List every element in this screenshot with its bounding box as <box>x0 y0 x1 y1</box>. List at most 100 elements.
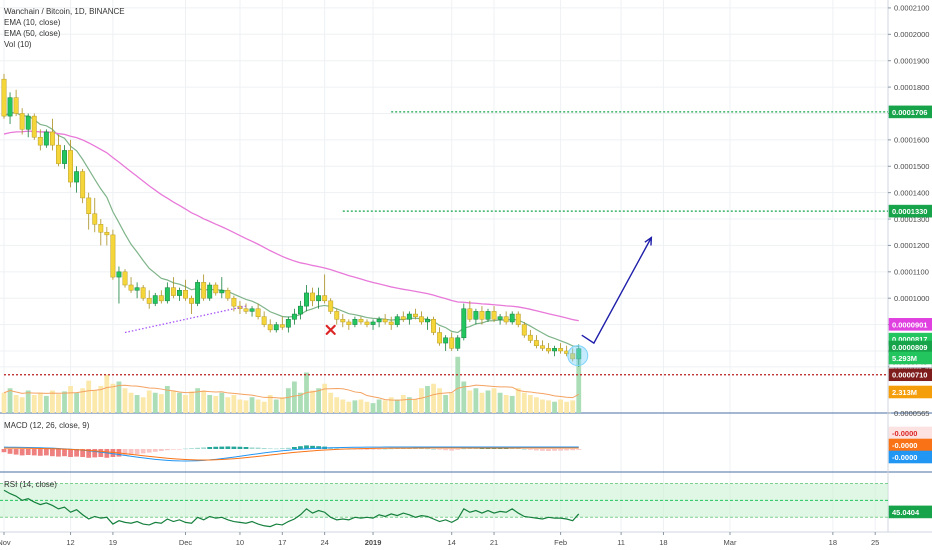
candle <box>267 319 273 333</box>
candle-body <box>158 295 164 302</box>
candle-body <box>558 348 564 352</box>
volume-bar <box>237 399 243 413</box>
volume-bar <box>243 400 249 413</box>
candle <box>104 226 110 246</box>
ema-slow-badge-label: 0.0000901 <box>892 320 927 329</box>
time-tick-label: 24 <box>320 538 328 547</box>
volume-bar <box>86 380 92 413</box>
time-tick-label: 11 <box>617 538 625 547</box>
candle <box>304 285 309 312</box>
volume-bar <box>128 392 134 413</box>
volume-bar <box>376 399 382 413</box>
macd-hist-bar <box>158 449 164 451</box>
volume-bar <box>43 395 49 413</box>
candle <box>68 139 73 188</box>
candle <box>62 145 67 169</box>
volume-bar <box>25 390 31 413</box>
candle <box>1 73 7 119</box>
candle <box>279 316 285 330</box>
macd-hist-bar <box>62 449 67 457</box>
candle-body <box>128 284 134 291</box>
candle <box>521 321 527 338</box>
candle <box>443 335 449 351</box>
volume-bar <box>467 390 473 413</box>
volume-ma-line <box>3 384 579 401</box>
volume-bar <box>68 386 73 413</box>
volume-bar <box>92 390 98 413</box>
candle-body <box>189 297 195 304</box>
macd-hist-bar <box>50 449 55 457</box>
volume-bar <box>201 390 207 413</box>
volume-bar <box>255 399 261 413</box>
candle <box>461 303 467 341</box>
macd-hist-bar <box>110 449 116 457</box>
levels-layer <box>4 111 888 376</box>
candle-body <box>74 171 80 183</box>
candle <box>491 306 497 322</box>
candle-body <box>497 316 503 320</box>
volume-bar <box>50 390 55 413</box>
ema-slow-badge-bg <box>888 318 932 331</box>
candle <box>134 282 140 299</box>
rsi-badge-label: 45.0404 <box>892 508 920 517</box>
close-badge-label: 0.0000809 <box>892 343 927 352</box>
macd-hist-bar <box>7 449 13 454</box>
candle <box>225 287 231 301</box>
candle <box>116 266 122 304</box>
time-tick-label: Mar <box>724 538 737 547</box>
candle <box>92 197 98 233</box>
volume-bar <box>189 391 194 413</box>
candle <box>146 290 152 309</box>
candle-body <box>25 115 31 130</box>
candle <box>152 292 158 307</box>
macd-hist-bar <box>316 446 321 449</box>
macd-hist-bar <box>25 449 31 455</box>
macd-hist-bar <box>370 449 376 450</box>
macd-hist-bar <box>515 448 521 449</box>
candle-body <box>201 282 207 299</box>
volume-bar <box>443 395 449 413</box>
volume-bar <box>183 395 188 413</box>
macd-hist-bar <box>279 448 285 449</box>
ema-fast-line <box>3 112 579 348</box>
volume-bar <box>558 399 563 413</box>
candle <box>340 314 346 328</box>
volume-now-badge-bg <box>888 351 932 365</box>
candle-body <box>298 305 303 315</box>
candle <box>576 344 582 367</box>
volume-bar <box>207 395 213 413</box>
candle <box>497 314 503 325</box>
candle <box>425 316 430 330</box>
volume-bar <box>340 399 346 413</box>
close-up-badge-label: 0.0000817 <box>892 335 927 344</box>
candle <box>509 311 515 325</box>
candle <box>419 311 424 325</box>
candle <box>437 327 443 346</box>
volume-bar <box>576 354 582 413</box>
volume-bar <box>56 394 61 413</box>
price-pane-bg <box>0 0 888 413</box>
volume-bar <box>461 381 467 413</box>
volume-ma-badge: 2.313M <box>888 385 932 399</box>
volume-bar <box>249 397 255 413</box>
candle <box>195 279 201 307</box>
macd-hist-bar <box>134 449 140 455</box>
time-tick-label: Nov <box>0 538 11 547</box>
macd-hist-bar <box>552 449 557 451</box>
time-tick-label: 19 <box>109 538 117 547</box>
candle <box>485 308 491 322</box>
volume-now-badge: 5.293M <box>888 351 932 365</box>
macd-hist-bar <box>37 449 43 456</box>
volume-bar <box>546 400 551 413</box>
candle-body <box>219 290 225 294</box>
macd-hist-bar <box>98 449 104 457</box>
candles-layer <box>1 73 582 367</box>
time-tick-label: 18 <box>829 538 837 547</box>
volume-bar <box>394 399 400 413</box>
macd-hist-bar <box>570 449 576 451</box>
macd-hist-bar <box>394 448 400 449</box>
rsi-band <box>0 483 888 518</box>
volume-bar <box>388 397 394 413</box>
macd-hist-bar <box>219 446 225 449</box>
